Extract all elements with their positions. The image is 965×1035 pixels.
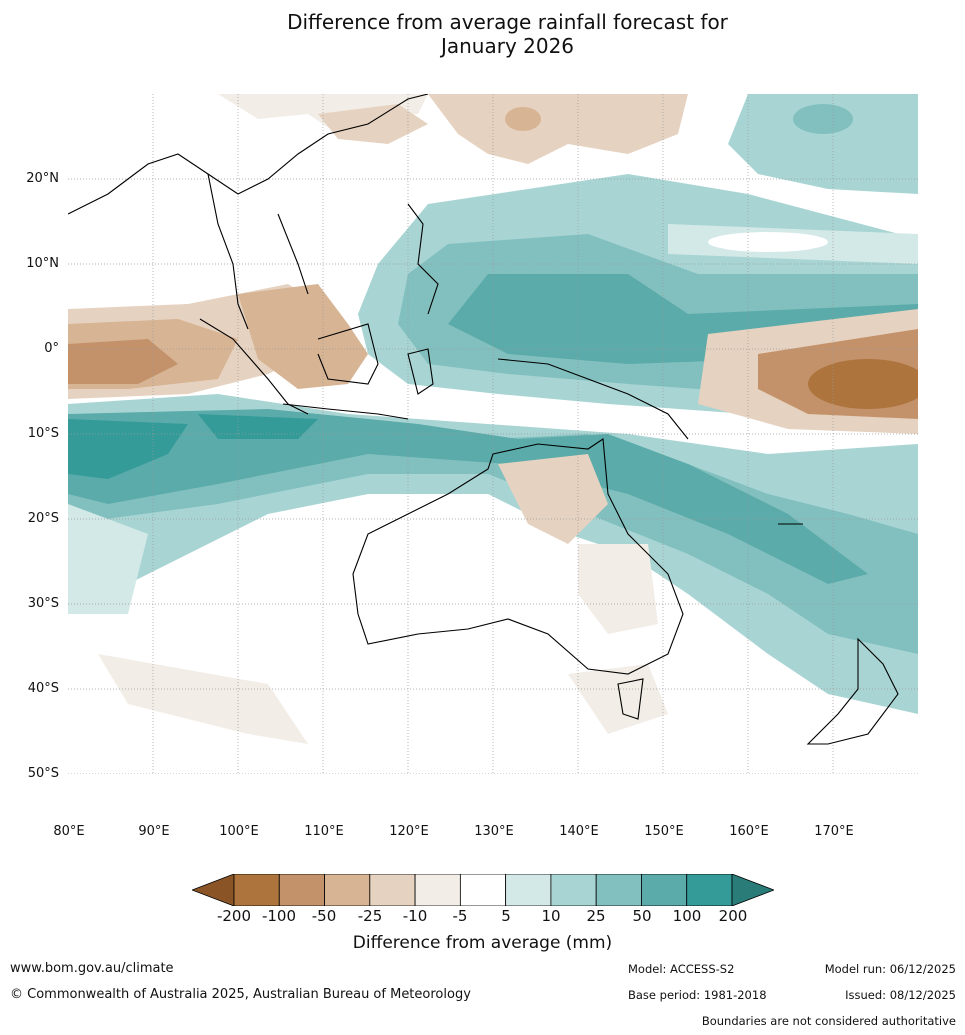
colorbar-tick: 100 <box>672 907 702 925</box>
rainfall-anomaly-map[interactable] <box>68 94 918 774</box>
lat-label: 50°S <box>27 766 59 781</box>
colorbar <box>190 873 776 907</box>
colorbar-swatch <box>414 873 461 907</box>
lon-label: 110°E <box>304 824 344 839</box>
lon-label: 150°E <box>644 824 684 839</box>
footer-copyright: © Commonwealth of Australia 2025, Austra… <box>10 987 471 1002</box>
map-title: Difference from average rainfall forecas… <box>0 10 965 58</box>
lon-label: 170°E <box>814 824 854 839</box>
lat-label: 10°S <box>27 426 59 441</box>
colorbar-swatch <box>369 873 416 907</box>
title-line1: Difference from average rainfall forecas… <box>287 10 728 34</box>
colorbar-swatch <box>686 873 733 907</box>
lat-label: 0° <box>44 341 59 356</box>
lon-label: 80°E <box>53 824 85 839</box>
colorbar-swatch <box>550 873 597 907</box>
lon-label: 120°E <box>389 824 429 839</box>
colorbar-tick: -100 <box>261 907 297 925</box>
colorbar-swatch <box>324 873 371 907</box>
lon-label: 130°E <box>474 824 514 839</box>
footer-base-period: Base period: 1981-2018 <box>628 988 767 1002</box>
colorbar-tick: -10 <box>402 907 428 925</box>
lat-label: 40°S <box>27 681 59 696</box>
lon-label: 140°E <box>559 824 599 839</box>
colorbar-swatches <box>190 873 776 907</box>
title-line2: January 2026 <box>440 34 575 58</box>
colorbar-swatch <box>278 873 325 907</box>
colorbar-tick: -50 <box>311 907 337 925</box>
colorbar-label: Difference from average (mm) <box>352 933 613 953</box>
colorbar-swatch <box>459 873 507 907</box>
colorbar-swatch <box>595 873 642 907</box>
lat-label: 20°S <box>27 511 59 526</box>
lat-label: 30°S <box>27 596 59 611</box>
colorbar-swatch <box>641 873 688 907</box>
colorbar-tick: 10 <box>541 907 561 925</box>
colorbar-tick: -25 <box>357 907 383 925</box>
colorbar-tick: 200 <box>718 907 748 925</box>
colorbar-extend-low <box>190 873 235 907</box>
colorbar-tick: -5 <box>452 907 468 925</box>
footer-model: Model: ACCESS-S2 <box>628 962 735 976</box>
footer-disclaimer: Boundaries are not considered authoritat… <box>701 1014 956 1028</box>
lat-label: 20°N <box>26 171 59 186</box>
footer-issued: Issued: 08/12/2025 <box>845 988 956 1002</box>
colorbar-swatch <box>505 873 552 907</box>
footer-model-run: Model run: 06/12/2025 <box>824 962 956 976</box>
colorbar-tick: 25 <box>586 907 606 925</box>
colorbar-extend-high <box>731 873 776 907</box>
colorbar-tick: -200 <box>216 907 252 925</box>
map-canvas <box>68 94 918 774</box>
colorbar-tick: 5 <box>501 907 511 925</box>
colorbar-swatch <box>233 873 280 907</box>
lon-label: 160°E <box>729 824 769 839</box>
footer-url[interactable]: www.bom.gov.au/climate <box>10 961 174 976</box>
lon-label: 100°E <box>219 824 259 839</box>
colorbar-tick: 50 <box>632 907 652 925</box>
lon-label: 90°E <box>138 824 170 839</box>
lat-label: 10°N <box>26 256 59 271</box>
